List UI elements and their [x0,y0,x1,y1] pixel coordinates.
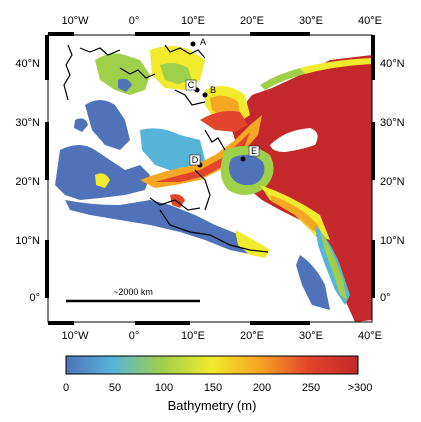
colorbar-tick-label: 250 [302,382,320,394]
lat-label-left: 30°N [15,117,40,129]
colorbar [65,355,359,375]
colorbar-tick-label: 50 [109,382,121,394]
lat-label-left: 20°N [15,176,40,188]
site-label-box-e [248,145,260,157]
colorbar-tick-label: 0 [63,382,69,394]
lon-label-bottom: 20°E [240,330,264,342]
lat-label-right: 0° [380,292,391,304]
colorbar-tick-label: 150 [204,382,222,394]
lon-label-bottom: 10°E [181,330,205,342]
site-dot-a [190,41,196,47]
site-label-a: A [200,37,206,47]
lat-label-right: 10°N [380,235,405,247]
lon-label-bottom: 0° [129,330,140,342]
lon-label-top: 10°W [61,15,89,27]
lat-label-left: 0° [29,292,40,304]
map-border-bars [45,32,375,325]
lat-label-right: 40°N [380,58,405,70]
site-label-d: D [192,155,199,165]
lon-label-top: 0° [129,15,140,27]
lat-label-right: 20°N [380,176,405,188]
site-label-b: B [210,85,216,95]
lon-label-top: 30°E [299,15,323,27]
colorbar-tick-label: 200 [253,382,271,394]
site-label-c: C [188,80,195,90]
scale-bar-label: ~2000 km [113,287,153,297]
colorbar-title: Bathymetry (m) [168,398,257,413]
colorbar-tick-label: 100 [155,382,173,394]
site-dot-e [240,156,246,162]
site-dot-b [202,92,208,98]
lat-label-left: 10°N [15,235,40,247]
lon-label-bottom: 10°W [61,330,89,342]
site-markers: A B C D E [185,37,260,168]
lat-label-left: 40°N [15,58,40,70]
lon-label-top: 40°E [358,15,382,27]
lat-label-right: 30°N [380,117,405,129]
lon-label-top: 10°E [181,15,205,27]
lon-label-bottom: 30°E [299,330,323,342]
site-label-e: E [251,146,257,156]
colorbar-tick-label: >300 [348,382,373,394]
lon-label-bottom: 40°E [358,330,382,342]
site-label-box-c [185,79,197,91]
site-label-box-d [189,154,201,166]
bathymetry-layer [55,44,372,322]
lon-label-top: 20°E [240,15,264,27]
